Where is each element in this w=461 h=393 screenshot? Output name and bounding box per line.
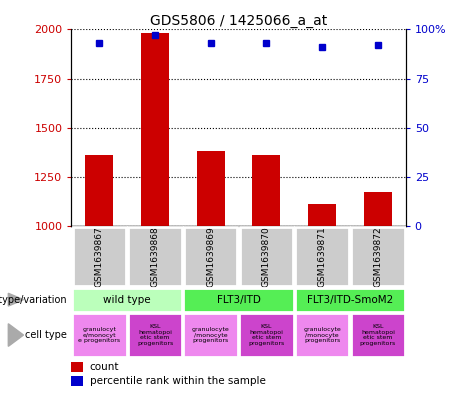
Bar bbox=[72, 313, 127, 357]
Text: GSM1639867: GSM1639867 bbox=[95, 226, 104, 287]
Bar bbox=[71, 362, 83, 372]
Bar bbox=[183, 313, 238, 357]
Text: GSM1639870: GSM1639870 bbox=[262, 226, 271, 287]
Bar bbox=[184, 227, 237, 286]
Polygon shape bbox=[8, 324, 24, 346]
Bar bbox=[295, 313, 349, 357]
Text: count: count bbox=[90, 362, 119, 372]
Bar bbox=[296, 227, 349, 286]
Bar bbox=[351, 227, 405, 286]
Bar bbox=[308, 204, 336, 226]
Text: FLT3/ITD-SmoM2: FLT3/ITD-SmoM2 bbox=[307, 295, 393, 305]
Text: GSM1639868: GSM1639868 bbox=[150, 226, 160, 287]
Text: cell type: cell type bbox=[25, 330, 67, 340]
Text: KSL
hematopoi
etic stem
progenitors: KSL hematopoi etic stem progenitors bbox=[137, 324, 173, 346]
Text: GSM1639871: GSM1639871 bbox=[318, 226, 327, 287]
Text: wild type: wild type bbox=[103, 295, 151, 305]
Bar bbox=[72, 227, 126, 286]
Bar bbox=[350, 313, 405, 357]
Polygon shape bbox=[8, 293, 24, 306]
Bar bbox=[128, 313, 182, 357]
Bar bbox=[240, 227, 293, 286]
Text: FLT3/ITD: FLT3/ITD bbox=[217, 295, 260, 305]
Text: granulocyte
/monocyte
progenitors: granulocyte /monocyte progenitors bbox=[192, 327, 230, 343]
Bar bbox=[197, 151, 225, 226]
Bar bbox=[141, 33, 169, 226]
Bar bbox=[72, 288, 182, 312]
Bar bbox=[295, 288, 405, 312]
Bar bbox=[183, 288, 294, 312]
Bar bbox=[85, 155, 113, 226]
Bar bbox=[128, 227, 182, 286]
Text: granulocyt
e/monocyt
e progenitors: granulocyt e/monocyt e progenitors bbox=[78, 327, 120, 343]
Text: KSL
hematopoi
etic stem
progenitors: KSL hematopoi etic stem progenitors bbox=[360, 324, 396, 346]
Text: granulocyte
/monocyte
progenitors: granulocyte /monocyte progenitors bbox=[303, 327, 341, 343]
Bar bbox=[253, 155, 280, 226]
Text: KSL
hematopoi
etic stem
progenitors: KSL hematopoi etic stem progenitors bbox=[248, 324, 284, 346]
Text: GSM1639872: GSM1639872 bbox=[373, 226, 382, 287]
Text: genotype/variation: genotype/variation bbox=[0, 295, 67, 305]
Text: percentile rank within the sample: percentile rank within the sample bbox=[90, 376, 266, 386]
Title: GDS5806 / 1425066_a_at: GDS5806 / 1425066_a_at bbox=[150, 15, 327, 28]
Bar bbox=[364, 191, 392, 226]
Text: GSM1639869: GSM1639869 bbox=[206, 226, 215, 287]
Bar bbox=[239, 313, 294, 357]
Bar bbox=[71, 376, 83, 386]
